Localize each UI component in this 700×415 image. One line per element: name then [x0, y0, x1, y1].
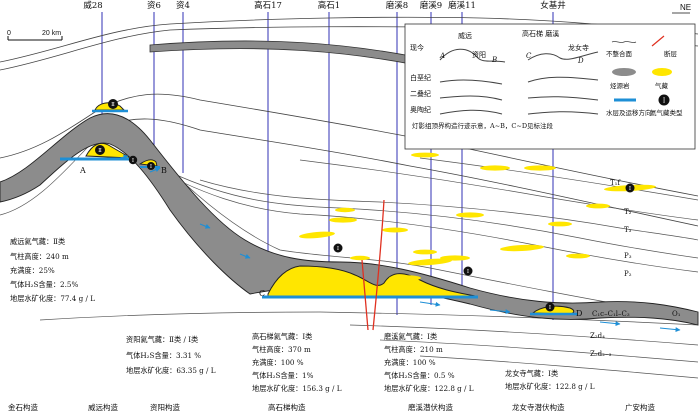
faults	[361, 199, 385, 331]
stratum-z2d4: Z₂d₄	[590, 332, 605, 340]
legend-fault: 断层	[664, 49, 678, 58]
info-weiyuan-4: 地层水矿化度：77.4 g / L	[10, 294, 95, 303]
legend-profile-right: 高石梯 磨溪	[522, 29, 559, 38]
stratum-t3: T₃	[624, 226, 632, 234]
stratum-p3: P₃	[624, 252, 632, 260]
gaoshiti-gas	[267, 265, 476, 297]
info-moxi-1: 气柱高度：210 m	[384, 345, 443, 354]
info-weiyuan-3: 气体H₂S含量：2.5%	[10, 280, 78, 289]
info-moxi-2: 充满度：100 %	[384, 358, 436, 367]
info-weiyuan-1: 气柱高度：240 m	[10, 252, 69, 261]
info-gaoshiti-4: 地层水矿化度：156.3 g / L	[252, 384, 342, 393]
well-label: 资6	[147, 0, 161, 11]
stratum-c: C₁c–C₁l–C₃	[592, 310, 630, 318]
legend-box	[404, 23, 696, 150]
point-b: B	[161, 166, 167, 175]
stratum-o1: O₁	[672, 310, 681, 318]
legend-longnvsi: 龙女寺	[568, 43, 589, 52]
structure-weiyuan: 威远构造	[88, 402, 118, 412]
info-moxi-4: 地层水矿化度：122.8 g / L	[384, 384, 474, 393]
well-label: 威28	[83, 0, 102, 11]
legend-profile-left: 威远	[458, 31, 472, 40]
migration-arrows	[111, 154, 681, 333]
scale-bar	[7, 36, 63, 41]
well-label: 磨溪11	[448, 0, 476, 11]
legend-water-layer: 水层及运移方向	[606, 108, 652, 117]
legend-caption: 灯影组顶界构造行迹示意，A~B，C~D见标注段	[412, 121, 554, 130]
marker-moxi: Ⅰ	[467, 269, 469, 275]
structure-jinshi: 金石构造	[8, 402, 38, 412]
info-ziyang-0: 资阳氦气藏：Ⅱ类 / Ⅰ类	[126, 335, 198, 344]
well-label: 磨溪9	[420, 0, 442, 11]
marker-top-right: Ⅰ	[629, 186, 631, 192]
legend-letter-b: B	[491, 56, 497, 64]
info-weiyuan-2: 充满度：25%	[10, 266, 55, 275]
legend-permian: 二叠纪	[410, 89, 431, 98]
structure-guangan: 广安构造	[625, 402, 655, 412]
stratum-t2: T₂	[624, 208, 632, 216]
ne-label: NE	[680, 3, 691, 12]
scale-distance: 20 km	[42, 30, 61, 37]
legend-unconformity: 不整合面	[606, 49, 633, 58]
info-longnvsi-1: 地层水矿化度：122.8 g / L	[505, 382, 595, 391]
point-d: D	[576, 309, 582, 318]
legend-helium-type: 氦气藏类型	[650, 108, 683, 117]
marker-weiyuan-top: Ⅱ	[111, 102, 115, 108]
stratum-t1f: T₁f	[610, 179, 621, 187]
info-gaoshiti-2: 充满度：100 %	[252, 358, 304, 367]
point-c: C	[259, 289, 265, 298]
legend-gas-reservoir: 气藏	[655, 81, 669, 90]
stratum-z2d23: Z₂d₂₋₃	[590, 350, 612, 358]
legend-profiles	[439, 48, 599, 115]
well-label: 高石17	[254, 0, 282, 11]
info-gaoshiti-1: 气柱高度：370 m	[252, 345, 311, 354]
legend-helium-symbol: Ⅰ	[663, 98, 666, 105]
legend-letter-d: D	[577, 57, 584, 65]
structure-gaoshiti: 高石梯构造	[268, 402, 306, 412]
gas-lenses	[299, 152, 656, 281]
legend-today: 现今	[410, 43, 424, 52]
legend-symbols: 不整合面 断层 烃源岩 气藏 水层及运移方向 Ⅰ 氦气藏类型	[606, 35, 683, 117]
well-label: 磨溪8	[386, 0, 408, 11]
structure-ziyang: 资阳构造	[150, 402, 180, 412]
info-gaoshiti-0: 高石梯氦气藏：Ⅰ类	[252, 332, 312, 341]
structure-moxi: 磨溪潜伏构造	[408, 402, 453, 412]
info-gaoshiti-3: 气体H₂S含量：1%	[252, 371, 314, 380]
legend-letter-c: C	[526, 52, 532, 60]
legend-ziyang: 资阳	[472, 50, 486, 59]
helium-markers	[95, 99, 635, 312]
structure-longnvsi: 龙女寺潜伏构造	[512, 402, 565, 412]
marker-ziyang-2: Ⅰ	[150, 164, 152, 170]
info-weiyuan-0: 威远氦气藏：Ⅱ类	[10, 237, 65, 246]
stratum-p2: P₂	[624, 270, 632, 278]
marker-gaoshiti: Ⅰ	[337, 246, 339, 252]
well-label: 高石1	[318, 0, 340, 11]
legend-source-rock: 烃源岩	[610, 81, 630, 90]
well-label: 资4	[176, 0, 190, 11]
info-longnvsi-0: 龙女寺气藏：Ⅰ类	[505, 369, 558, 378]
info-ziyang-2: 地层水矿化度：63.35 g / L	[126, 366, 216, 375]
scale-zero: 0	[7, 30, 11, 37]
marker-longnvsi: Ⅰ	[549, 305, 551, 311]
info-moxi-3: 气体H₂S含量：0.5 %	[384, 371, 455, 380]
info-ziyang-1: 气体H₂S含量：3.31 %	[126, 351, 201, 360]
info-moxi-0: 磨溪氦气藏：Ⅰ类	[384, 332, 437, 341]
legend-cretaceous: 白垩纪	[410, 73, 431, 82]
well-names: 威28 资6 资4 高石17 高石1 磨溪8 磨溪9 磨溪11 女基井	[83, 0, 565, 11]
legend-letter-a: A	[439, 52, 445, 60]
well-label: 女基井	[540, 0, 566, 11]
legend-ordovician: 奥陶纪	[410, 105, 431, 114]
point-a: A	[79, 166, 86, 175]
marker-weiyuan: Ⅱ	[98, 148, 102, 154]
marker-ziyang: Ⅰ	[132, 158, 134, 164]
